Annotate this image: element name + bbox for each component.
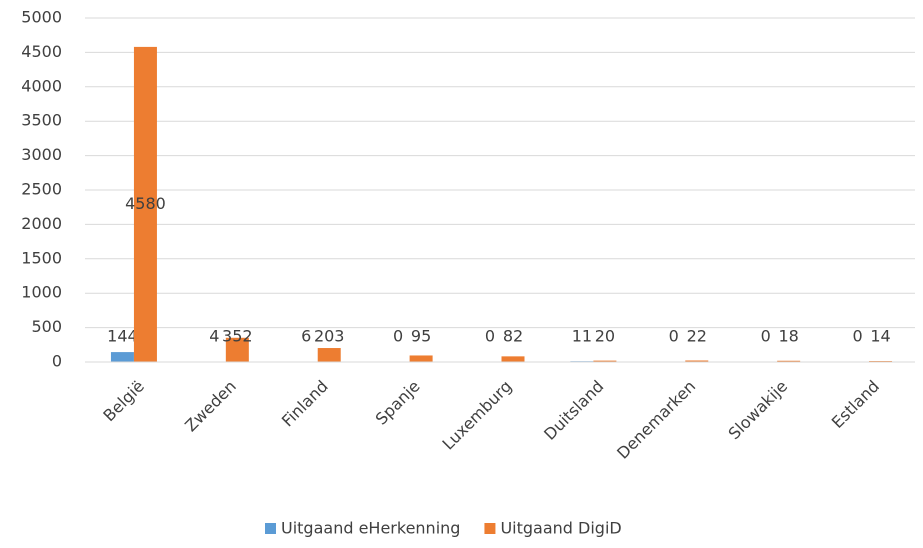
bar: [110, 352, 134, 362]
y-tick-label: 5000: [21, 8, 62, 27]
y-tick-label: 4500: [21, 42, 62, 61]
data-label: 0: [669, 327, 679, 346]
y-tick-label: 3000: [21, 145, 62, 164]
y-tick-label: 1000: [21, 283, 62, 302]
data-label: 352: [222, 327, 253, 346]
x-tick-label: Denemarken: [613, 377, 699, 463]
legend-swatch: [484, 523, 496, 534]
data-label: 95: [411, 327, 431, 346]
x-tick-label: Finland: [278, 377, 332, 431]
y-tick-label: 2500: [21, 180, 62, 199]
y-tick-label: 0: [52, 352, 62, 371]
data-label: 14: [870, 327, 890, 346]
bar: [501, 356, 525, 362]
x-tick-label: Zweden: [181, 377, 240, 436]
data-label: 0: [852, 327, 862, 346]
data-label: 18: [778, 327, 798, 346]
data-label: 203: [314, 327, 345, 346]
data-label: 4580: [125, 194, 166, 213]
x-tick-label: Duitsland: [540, 377, 607, 444]
legend-swatch: [265, 523, 276, 534]
y-tick-label: 4000: [21, 76, 62, 95]
y-tick-label: 3500: [21, 111, 62, 130]
x-tick-label: Estland: [828, 377, 883, 432]
y-tick-label: 500: [31, 317, 62, 336]
data-label: 0: [393, 327, 403, 346]
data-label: 0: [485, 327, 495, 346]
data-label: 20: [595, 327, 615, 346]
x-tick-label: Slowakije: [725, 377, 792, 444]
data-label: 11: [572, 327, 592, 346]
data-label: 6: [301, 327, 311, 346]
bar: [317, 348, 341, 362]
data-label: 0: [761, 327, 771, 346]
data-label: 144: [107, 327, 138, 346]
x-tick-label: Luxemburg: [438, 377, 515, 454]
data-label: 82: [503, 327, 523, 346]
y-tick-label: 2000: [21, 214, 62, 233]
bar: [225, 337, 249, 362]
bar: [409, 355, 433, 362]
data-label: 4: [209, 327, 219, 346]
bar: [133, 46, 157, 363]
legend-label: Uitgaand eHerkenning: [281, 519, 460, 538]
x-tick-label: België: [99, 377, 148, 426]
x-tick-label: Spanje: [372, 377, 424, 429]
bar: [777, 360, 801, 362]
data-label: 22: [687, 327, 707, 346]
legend-label: Uitgaand DigiD: [500, 519, 621, 538]
bar: [685, 360, 709, 362]
y-tick-label: 1500: [21, 248, 62, 267]
bar: [593, 360, 617, 362]
